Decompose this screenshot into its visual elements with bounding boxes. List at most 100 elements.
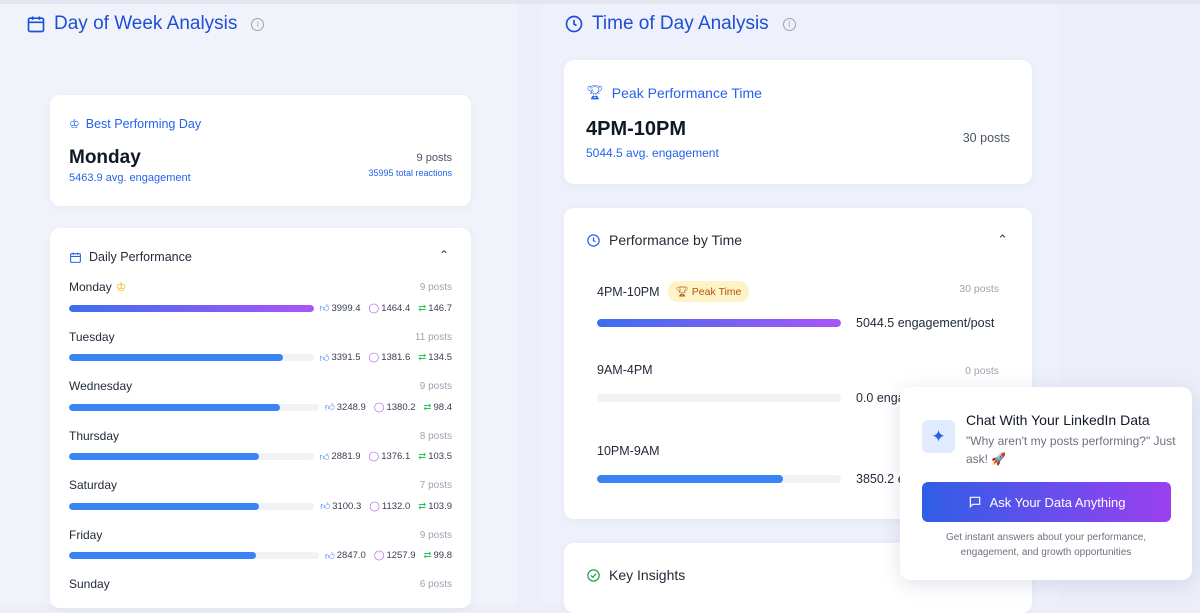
repost-icon: ⇄ [418, 302, 427, 314]
likes-value: 3100.3 [332, 500, 362, 512]
comments-value: 1381.6 [381, 352, 411, 363]
likes-value: 2881.9 [331, 451, 361, 462]
daily-performance-header[interactable]: Daily Performance [69, 250, 192, 264]
day-name: Wednesday [69, 379, 133, 393]
chat-footer: Get instant answers about your performan… [945, 532, 1147, 558]
trophy-icon: 🏆︎ [586, 84, 604, 100]
day-name: Sunday [69, 577, 110, 591]
peak-time-badge: 🏆︎ Peak Time [667, 281, 750, 302]
day-bar-track [69, 403, 319, 411]
reposts-value: 98.4 [433, 401, 453, 413]
thumbs-up-icon: 👍︎ [319, 352, 330, 364]
time-posts: 30 posts [959, 283, 999, 295]
time-bar-track [597, 475, 841, 483]
day-name: Tuesday [69, 329, 115, 344]
chevron-up-icon[interactable]: ⌃ [438, 248, 449, 262]
comments-value: 1464.4 [381, 302, 411, 314]
best-day-label: Best Performing Day [85, 117, 202, 131]
repost-icon: ⇄ [423, 401, 432, 413]
day-posts: 7 posts [419, 480, 452, 491]
best-day-card: ♔ Best Performing Day Monday 5463.9 avg.… [50, 95, 471, 206]
reposts-value: 134.5 [428, 352, 452, 363]
day-row: Tuesday 11 posts 👍︎ 3391.5 ◯ 1381.6 ⇄ 134.5 [69, 330, 452, 364]
time-bar-fill [597, 475, 784, 483]
day-name: Saturday [69, 478, 118, 492]
day-bar-track [69, 552, 319, 559]
day-posts: 8 posts [419, 430, 452, 442]
reposts-value: 103.9 [428, 500, 452, 512]
engagement-value: 5044.5 engagement/post [856, 316, 995, 330]
comment-icon: ◯ [368, 302, 380, 314]
repost-icon: ⇄ [418, 352, 427, 363]
best-day-posts: 9 posts [416, 152, 452, 164]
repost-icon: ⇄ [423, 550, 432, 561]
day-row: Sunday 6 posts [69, 577, 452, 591]
day-row: Monday ♔ 9 posts 👍︎ 3999.4 ◯ 1464.4 ⇄ 146.7 [69, 280, 452, 314]
clock-icon [587, 233, 600, 247]
check-circle-icon [587, 568, 600, 582]
message-icon [969, 496, 980, 509]
calendar-icon [70, 252, 81, 263]
day-bar-fill [69, 304, 314, 312]
ask-data-button[interactable]: Ask Your Data Anything [922, 482, 1171, 522]
crown-icon: ♔ [69, 117, 80, 131]
key-insights-title: Key Insights [609, 567, 686, 583]
day-bar-fill [69, 354, 283, 361]
chevron-up-icon[interactable]: ⌃ [997, 232, 1008, 247]
comment-icon: ◯ [368, 352, 380, 363]
time-analysis-header: Time of Day Analysis i [564, 13, 796, 35]
top-border [0, 0, 1200, 4]
day-posts: 9 posts [419, 381, 452, 392]
day-bar-fill [69, 403, 280, 411]
repost-icon: ⇄ [418, 500, 427, 512]
comment-icon: ◯ [369, 500, 380, 512]
calendar-icon [27, 16, 45, 33]
reposts-value: 146.7 [428, 302, 452, 314]
performance-by-time-card: Performance by Time ⌃ 4PM-10PM 🏆︎ Peak Ti… [564, 208, 1032, 519]
day-row: Friday 9 posts 👍︎ 2847.0 ◯ 1257.9 ⇄ 99.8 [69, 528, 452, 562]
time-bar-track [597, 319, 841, 327]
day-bar-track [69, 354, 314, 361]
chat-popup: ✦ Chat With Your LinkedIn Data "Why aren… [900, 387, 1192, 580]
chat-subtitle: "Why aren't my posts performing?" Just a… [966, 434, 1176, 466]
day-bar-fill [69, 502, 259, 510]
section-title: Time of Day Analysis [592, 13, 769, 34]
page-title: Day of Week Analysis [54, 13, 238, 34]
best-day-name: Monday [69, 147, 141, 168]
likes-value: 2847.0 [336, 550, 366, 561]
performance-by-time-header[interactable]: Performance by Time [586, 232, 742, 248]
day-posts: 9 posts [419, 529, 452, 541]
time-bar-track [597, 393, 841, 402]
daily-performance-card: Daily Performance ⌃ Monday ♔ 9 posts 👍︎ 3999… [50, 228, 471, 608]
ask-data-label: Ask Your Data Anything [989, 494, 1126, 510]
thumbs-up-icon: 👍︎ [320, 501, 331, 512]
day-posts: 6 posts [419, 579, 452, 590]
info-icon[interactable]: i [251, 17, 265, 31]
time-range: 4PM-10PM [597, 284, 660, 299]
likes-value: 3248.9 [336, 401, 366, 413]
day-row: Thursday 8 posts 👍︎ 2881.9 ◯ 1376.1 ⇄ 103.5 [69, 429, 452, 463]
day-name: Monday [69, 280, 112, 294]
peak-time-label: Peak Performance Time [611, 84, 762, 101]
comment-icon: ◯ [373, 401, 385, 413]
day-name: Thursday [69, 428, 120, 443]
peak-time-value: 4PM-10PM [586, 118, 687, 140]
comment-icon: ◯ [368, 451, 380, 462]
thumbs-up-icon: 👍︎ [324, 550, 335, 562]
day-bar-fill [69, 453, 260, 460]
best-day-avg: 5463.9 avg. engagement [69, 172, 191, 184]
comments-value: 1380.2 [386, 401, 416, 413]
sparkles-icon: ✦ [922, 420, 955, 453]
likes-value: 3391.5 [331, 352, 361, 363]
repost-icon: ⇄ [418, 451, 427, 462]
day-row: Wednesday 9 posts 👍︎ 3248.9 ◯ 1380.2 ⇄ 98.4 [69, 379, 452, 413]
chat-title: Chat With Your LinkedIn Data [966, 412, 1150, 428]
day-bar-track [69, 453, 314, 460]
day-name: Friday [69, 527, 103, 542]
thumbs-up-icon: 👍︎ [319, 451, 330, 463]
comments-value: 1132.0 [381, 500, 411, 512]
info-icon[interactable]: i [782, 17, 796, 31]
day-bar-track [69, 502, 315, 510]
comments-value: 1376.1 [381, 451, 411, 462]
peak-time-posts: 30 posts [962, 131, 1010, 145]
